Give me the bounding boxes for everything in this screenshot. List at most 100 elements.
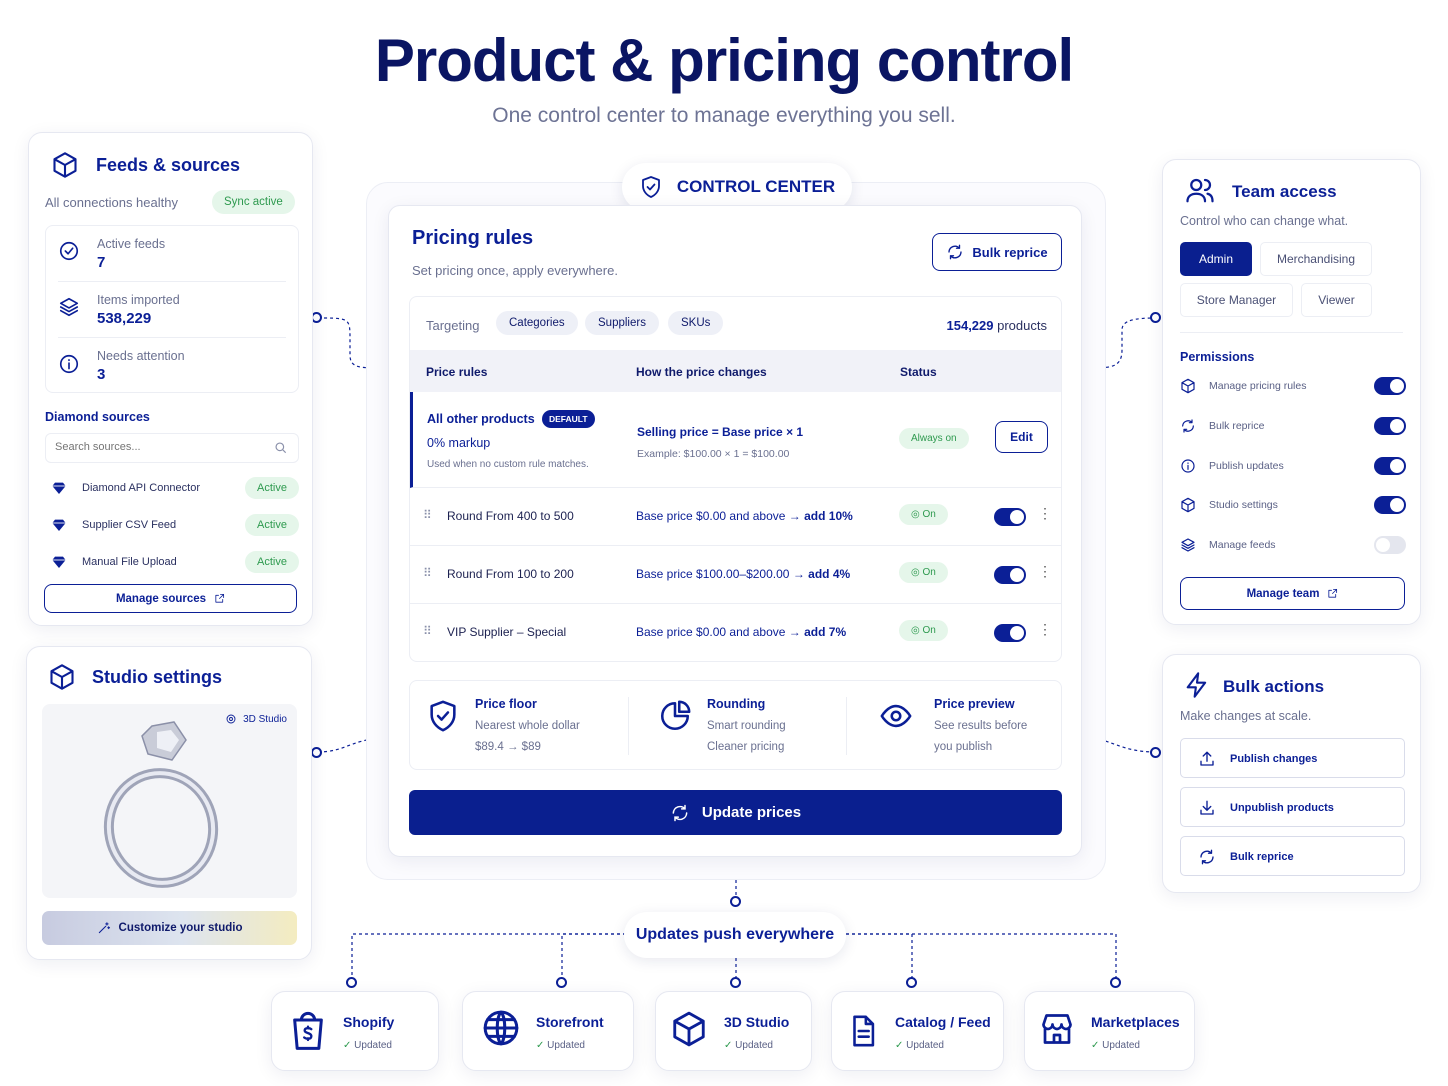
studio-title: Studio settings (92, 667, 222, 687)
rule-toggle[interactable] (994, 624, 1026, 642)
target-3d-studio[interactable]: 3D Studio ✓ Updated (655, 991, 812, 1071)
feature-line: $89.4 → $89 (475, 741, 541, 753)
rule-row[interactable]: ⠿ Round From 100 to 200 Base price $100.… (410, 546, 1061, 604)
source-row[interactable]: Supplier CSV Feed Active (45, 512, 299, 540)
rule-example: Example: $100.00 × 1 = $100.00 (637, 448, 790, 460)
target-status-label: Updated (735, 1040, 773, 1051)
download-icon (1198, 799, 1216, 817)
update-prices-button[interactable]: Update prices (409, 790, 1062, 835)
feature-line: Smart rounding (707, 720, 786, 732)
target-shopify[interactable]: Shopify ✓ Updated (271, 991, 439, 1071)
search-box[interactable] (45, 433, 299, 463)
store-icon (1039, 1010, 1075, 1048)
page-subtitle: One control center to manage everything … (492, 104, 956, 127)
chip-categories[interactable]: Categories (496, 311, 578, 335)
rule-toggle[interactable] (994, 508, 1026, 526)
connector-dot (730, 896, 741, 907)
sparkle-icon (225, 713, 237, 725)
search-input[interactable] (55, 441, 255, 453)
chip-suppliers[interactable]: Suppliers (585, 311, 659, 335)
status-dot-icon: ◎ (911, 567, 923, 578)
more-icon[interactable]: ⋮ (1038, 621, 1052, 637)
product-count-suffix: products (997, 318, 1047, 333)
drag-handle-icon[interactable]: ⠿ (423, 566, 432, 580)
always-on-badge: Always on (899, 428, 969, 449)
source-name: Supplier CSV Feed (82, 519, 177, 531)
drag-handle-icon[interactable]: ⠿ (423, 508, 432, 522)
divider (1180, 332, 1403, 333)
connector-dot (730, 977, 741, 988)
studio-badge-label: 3D Studio (243, 713, 287, 725)
manage-team-button[interactable]: Manage team (1180, 577, 1405, 610)
rules-panel: Targeting Categories Suppliers SKUs 154,… (409, 296, 1062, 662)
permission-toggle[interactable] (1374, 536, 1406, 554)
publish-changes-button[interactable]: Publish changes (1180, 738, 1405, 778)
divider (846, 697, 847, 755)
bulk-reprice-button[interactable]: Bulk reprice (932, 233, 1062, 271)
target-status: ✓ Updated (343, 1040, 392, 1051)
target-storefront[interactable]: Storefront ✓ Updated (462, 991, 634, 1071)
stat-label: Items imported (97, 293, 180, 307)
role-admin[interactable]: Admin (1180, 242, 1252, 276)
product-count-value: 154,229 (946, 318, 994, 333)
search-icon[interactable] (274, 441, 288, 455)
source-row[interactable]: Manual File Upload Active (45, 549, 299, 577)
globe-icon (481, 1008, 521, 1048)
rule-desc: Base price $100.00–$200.00 → add 4% (636, 567, 850, 581)
source-status: Active (245, 551, 299, 573)
default-tag: DEFAULT (542, 410, 595, 428)
target-marketplaces[interactable]: Marketplaces ✓ Updated (1024, 991, 1195, 1071)
default-rule-row[interactable]: All other products DEFAULT 0% markup Use… (410, 392, 1061, 488)
permission-toggle[interactable] (1374, 377, 1406, 395)
feeds-title: Feeds & sources (96, 155, 241, 175)
rule-desc-text: Base price $100.00–$200.00 (636, 567, 790, 581)
bulk-reprice-action-button[interactable]: Bulk reprice (1180, 836, 1405, 876)
stat-value: 3 (97, 366, 106, 383)
diamond-icon (51, 517, 67, 533)
rule-name: All other products (427, 412, 535, 426)
permissions-title: Permissions (1180, 350, 1255, 364)
role-viewer[interactable]: Viewer (1301, 283, 1372, 317)
action-label: Publish changes (1230, 753, 1318, 765)
action-label: Unpublish products (1230, 802, 1334, 814)
unpublish-products-button[interactable]: Unpublish products (1180, 787, 1405, 827)
table-header: Price rules How the price changes Status (410, 350, 1061, 392)
role-store-manager[interactable]: Store Manager (1180, 283, 1293, 317)
target-catalog-feed[interactable]: Catalog / Feed ✓ Updated (831, 991, 1004, 1071)
role-merchandising[interactable]: Merchandising (1260, 242, 1372, 276)
col-status: Status (900, 365, 937, 379)
permission-toggle[interactable] (1374, 496, 1406, 514)
col-change: How the price changes (636, 365, 767, 379)
edit-button[interactable]: Edit (995, 421, 1048, 453)
studio-preview[interactable]: 3D Studio (42, 704, 297, 898)
upload-icon (1198, 750, 1216, 768)
customize-studio-button[interactable]: Customize your studio (42, 911, 297, 945)
layers-icon (1180, 537, 1196, 553)
check-circle-icon (58, 240, 80, 262)
rule-toggle[interactable] (994, 566, 1026, 584)
permission-toggle[interactable] (1374, 457, 1406, 475)
permission-row: Manage pricing rules (1180, 375, 1406, 399)
rule-row[interactable]: ⠿ VIP Supplier – Special Base price $0.0… (410, 604, 1061, 661)
more-icon[interactable]: ⋮ (1038, 563, 1052, 579)
rule-row[interactable]: ⠿ Round From 400 to 500 Base price $0.00… (410, 488, 1061, 546)
rule-name: Round From 100 to 200 (447, 567, 574, 581)
team-subtitle: Control who can change what. (1180, 214, 1349, 228)
target-status-label: Updated (354, 1040, 392, 1051)
source-row[interactable]: Diamond API Connector Active (45, 475, 299, 503)
refresh-icon (670, 803, 690, 823)
chip-skus[interactable]: SKUs (668, 311, 724, 335)
manage-sources-button[interactable]: Manage sources (44, 584, 297, 613)
permission-toggle[interactable] (1374, 417, 1406, 435)
drag-handle-icon[interactable]: ⠿ (423, 624, 432, 638)
divider (58, 337, 286, 338)
connector-dot (1110, 977, 1121, 988)
studio-badge: 3D Studio (225, 713, 287, 725)
check-icon: ✓ (536, 1040, 548, 1051)
external-link-icon (214, 593, 225, 604)
more-icon[interactable]: ⋮ (1038, 505, 1052, 521)
permission-label: Manage pricing rules (1209, 380, 1307, 392)
feature-title: Price floor (475, 697, 537, 711)
diamond-icon (51, 554, 67, 570)
